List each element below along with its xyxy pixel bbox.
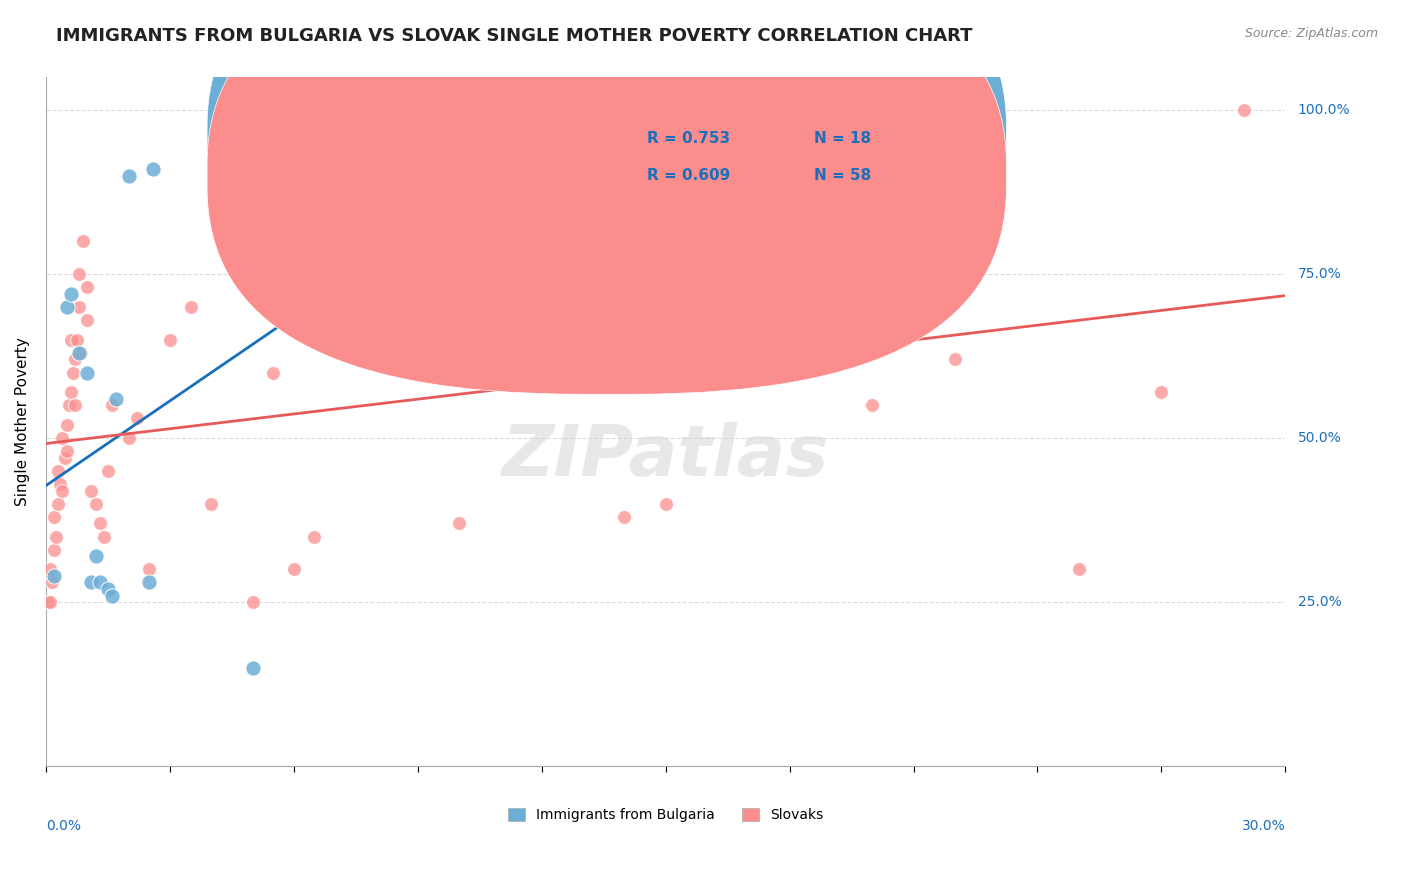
- Point: [44, 542, 66, 557]
- Point: [242, 595, 264, 609]
- Text: 75.0%: 75.0%: [1298, 268, 1341, 281]
- Point: [860, 398, 883, 412]
- Point: [63, 398, 86, 412]
- Point: [779, 136, 801, 150]
- Point: [44, 509, 66, 524]
- Point: [45, 529, 67, 543]
- FancyBboxPatch shape: [207, 0, 1007, 394]
- Point: [76, 280, 98, 294]
- Point: [242, 661, 264, 675]
- Point: [55, 417, 77, 432]
- Point: [41, 575, 63, 590]
- Point: [63, 352, 86, 367]
- Point: [76, 366, 98, 380]
- Y-axis label: Single Mother Poverty: Single Mother Poverty: [15, 337, 30, 506]
- Point: [59, 286, 82, 301]
- Point: [159, 333, 181, 347]
- Point: [89, 575, 111, 590]
- Point: [530, 182, 553, 196]
- Point: [72, 235, 94, 249]
- Point: [449, 516, 471, 531]
- Point: [117, 169, 139, 183]
- Text: R = 0.753: R = 0.753: [647, 130, 730, 145]
- Point: [39, 562, 62, 576]
- Point: [37, 595, 59, 609]
- FancyBboxPatch shape: [207, 0, 1007, 356]
- Point: [406, 247, 429, 261]
- Point: [200, 497, 222, 511]
- Point: [66, 333, 89, 347]
- Point: [70, 346, 93, 360]
- Text: 100.0%: 100.0%: [1298, 103, 1350, 117]
- Text: 50.0%: 50.0%: [1298, 431, 1341, 445]
- Point: [283, 562, 305, 576]
- Point: [49, 477, 72, 491]
- Point: [97, 464, 120, 478]
- Point: [48, 464, 70, 478]
- Point: [89, 516, 111, 531]
- Point: [101, 589, 124, 603]
- Point: [105, 392, 128, 406]
- Point: [1067, 562, 1090, 576]
- Point: [48, 497, 70, 511]
- Point: [67, 267, 90, 281]
- Text: Source: ZipAtlas.com: Source: ZipAtlas.com: [1244, 27, 1378, 40]
- Point: [62, 366, 84, 380]
- Point: [55, 300, 77, 314]
- Point: [117, 431, 139, 445]
- Point: [101, 398, 124, 412]
- Point: [51, 483, 73, 498]
- Point: [304, 529, 326, 543]
- Text: 0.0%: 0.0%: [46, 819, 82, 832]
- Text: IMMIGRANTS FROM BULGARIA VS SLOVAK SINGLE MOTHER POVERTY CORRELATION CHART: IMMIGRANTS FROM BULGARIA VS SLOVAK SINGL…: [56, 27, 973, 45]
- Point: [80, 483, 103, 498]
- Point: [84, 549, 107, 564]
- Point: [76, 313, 98, 327]
- Point: [84, 497, 107, 511]
- Point: [138, 562, 160, 576]
- Point: [59, 333, 82, 347]
- Point: [654, 497, 676, 511]
- Point: [262, 366, 284, 380]
- Text: ZIPatlas: ZIPatlas: [502, 422, 830, 491]
- Point: [93, 529, 115, 543]
- Point: [323, 202, 346, 216]
- Point: [489, 286, 512, 301]
- Point: [80, 575, 103, 590]
- Point: [59, 385, 82, 400]
- Point: [138, 575, 160, 590]
- Text: 25.0%: 25.0%: [1298, 595, 1341, 609]
- Point: [406, 149, 429, 163]
- Point: [125, 411, 148, 425]
- Text: 30.0%: 30.0%: [1241, 819, 1285, 832]
- FancyBboxPatch shape: [554, 98, 1000, 202]
- Point: [1233, 103, 1256, 118]
- Point: [58, 398, 80, 412]
- Point: [613, 509, 636, 524]
- Point: [943, 352, 966, 367]
- Point: [53, 450, 76, 465]
- Point: [55, 444, 77, 458]
- Point: [67, 346, 90, 360]
- Point: [142, 162, 165, 177]
- Point: [97, 582, 120, 596]
- Point: [44, 569, 66, 583]
- Point: [366, 155, 388, 169]
- Point: [51, 431, 73, 445]
- Point: [1150, 385, 1173, 400]
- Legend: Immigrants from Bulgaria, Slovaks: Immigrants from Bulgaria, Slovaks: [502, 803, 830, 828]
- Point: [39, 595, 62, 609]
- Text: R = 0.609: R = 0.609: [647, 169, 730, 184]
- Text: N = 18: N = 18: [814, 130, 872, 145]
- Text: N = 58: N = 58: [814, 169, 872, 184]
- Point: [323, 162, 346, 177]
- Point: [67, 300, 90, 314]
- Point: [180, 300, 202, 314]
- Point: [530, 149, 553, 163]
